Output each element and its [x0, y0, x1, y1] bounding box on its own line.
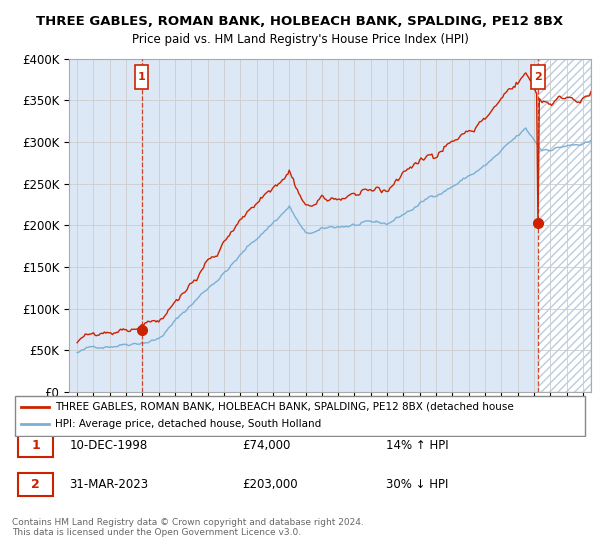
Text: £203,000: £203,000	[242, 478, 298, 491]
Bar	[538, 59, 591, 392]
FancyBboxPatch shape	[531, 66, 545, 89]
Text: 10-DEC-1998: 10-DEC-1998	[70, 440, 148, 452]
Text: £74,000: £74,000	[242, 440, 291, 452]
FancyBboxPatch shape	[15, 396, 585, 436]
Text: 31-MAR-2023: 31-MAR-2023	[70, 478, 149, 491]
Text: THREE GABLES, ROMAN BANK, HOLBEACH BANK, SPALDING, PE12 8BX: THREE GABLES, ROMAN BANK, HOLBEACH BANK,…	[37, 15, 563, 28]
Text: 2: 2	[534, 72, 542, 82]
FancyBboxPatch shape	[18, 473, 53, 496]
Bar	[142, 59, 538, 392]
Text: Price paid vs. HM Land Registry's House Price Index (HPI): Price paid vs. HM Land Registry's House …	[131, 34, 469, 46]
Text: 2: 2	[31, 478, 40, 491]
Text: Contains HM Land Registry data © Crown copyright and database right 2024.
This d: Contains HM Land Registry data © Crown c…	[12, 518, 364, 538]
Text: HPI: Average price, detached house, South Holland: HPI: Average price, detached house, Sout…	[55, 419, 322, 429]
Text: 1: 1	[138, 72, 145, 82]
Text: THREE GABLES, ROMAN BANK, HOLBEACH BANK, SPALDING, PE12 8BX (detached house: THREE GABLES, ROMAN BANK, HOLBEACH BANK,…	[55, 402, 514, 412]
Text: 14% ↑ HPI: 14% ↑ HPI	[386, 440, 449, 452]
Text: 1: 1	[31, 440, 40, 452]
Text: 30% ↓ HPI: 30% ↓ HPI	[386, 478, 449, 491]
FancyBboxPatch shape	[135, 66, 148, 89]
FancyBboxPatch shape	[18, 435, 53, 457]
